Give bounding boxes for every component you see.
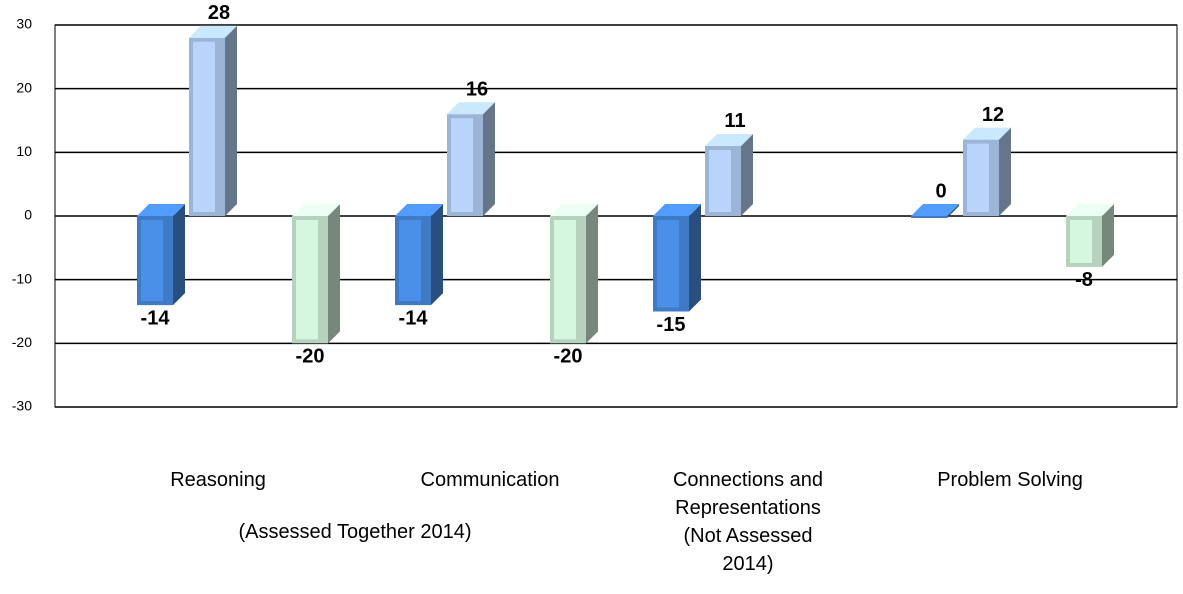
value-label: -15	[657, 314, 686, 336]
bar	[963, 127, 1011, 216]
x-tick-label: Problem Solving	[937, 469, 1083, 491]
x-tick-label: Reasoning	[170, 469, 266, 491]
value-label: 0	[935, 180, 946, 202]
value-label: 12	[982, 104, 1004, 126]
bar-top	[550, 204, 598, 216]
bar	[550, 204, 598, 344]
bar-top	[137, 204, 185, 216]
bar	[705, 133, 753, 216]
bar-side	[225, 25, 237, 216]
bar-top	[911, 204, 959, 216]
x-tick-label: Connections and Representations (Not Ass…	[672, 469, 824, 575]
y-tick-label: -10	[12, 270, 32, 286]
bar-top	[963, 127, 1011, 140]
bar-face	[554, 220, 576, 340]
y-tick-label: 10	[16, 143, 32, 159]
y-tick-label: 20	[16, 79, 32, 95]
bar	[911, 204, 959, 218]
bar-side	[947, 204, 959, 218]
value-label: 16	[466, 78, 488, 100]
bar-face	[1070, 220, 1092, 263]
bar-side	[328, 204, 340, 344]
bar-face	[141, 220, 163, 302]
bar	[189, 25, 237, 216]
value-label: 28	[208, 2, 230, 24]
bar-face	[451, 118, 473, 212]
bar	[447, 102, 495, 216]
bar-front	[911, 216, 947, 218]
bar-top	[705, 133, 753, 146]
value-label: -20	[554, 346, 583, 368]
bar-top	[1066, 204, 1114, 216]
bar-side	[431, 204, 443, 306]
value-label: -20	[296, 346, 325, 368]
y-tick-label: 30	[16, 16, 32, 32]
bar-top	[189, 25, 237, 38]
bar-side	[999, 127, 1011, 216]
bar-face	[193, 41, 215, 212]
value-label: -14	[141, 307, 171, 329]
bar	[395, 204, 443, 306]
bar-face	[296, 220, 318, 340]
bar-face	[399, 220, 421, 302]
bar-side	[173, 204, 185, 306]
bar-face	[657, 220, 679, 308]
bar	[1066, 204, 1114, 267]
bar-face	[967, 143, 989, 212]
x-tick-label: Communication	[420, 469, 560, 491]
bar-face	[709, 149, 731, 212]
bar	[653, 204, 701, 312]
bar-top	[653, 204, 701, 216]
bar-top	[395, 204, 443, 216]
bar-side	[689, 204, 701, 312]
bar-top	[292, 204, 340, 216]
y-tick-label: -20	[12, 334, 32, 350]
y-tick-label: 0	[24, 207, 32, 223]
bar	[137, 204, 185, 306]
annotation: (Assessed Together 2014)	[238, 521, 472, 543]
value-label: -8	[1075, 269, 1093, 291]
bar-top	[447, 102, 495, 115]
bar-side	[1102, 204, 1114, 267]
bar-side	[483, 102, 495, 216]
value-label: 11	[724, 110, 745, 132]
bar	[292, 204, 340, 344]
value-label: -14	[399, 307, 429, 329]
bar-side	[586, 204, 598, 344]
bar-side	[741, 133, 753, 216]
y-tick-label: -30	[12, 398, 32, 414]
